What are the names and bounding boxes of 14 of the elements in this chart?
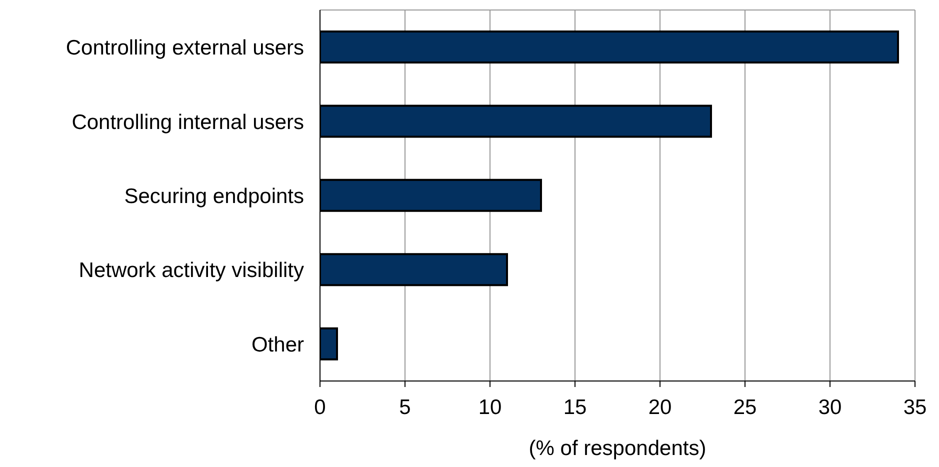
y-tick-label: Network activity visibility — [78, 259, 304, 282]
y-tick-label: Securing endpoints — [124, 184, 304, 208]
y-tick-label: Controlling external users — [66, 36, 304, 60]
y-tick-label: Other — [251, 333, 304, 356]
x-tick-label: 5 — [399, 396, 411, 419]
x-tick-label: 20 — [648, 396, 672, 419]
x-tick-label: 30 — [818, 396, 842, 419]
x-tick-label: 35 — [903, 396, 927, 419]
x-tick-label: 0 — [314, 396, 326, 419]
x-tick-label: 10 — [478, 396, 502, 419]
x-tick-label: 25 — [733, 396, 757, 419]
y-tick-label: Controlling internal users — [72, 110, 304, 134]
x-axis-title: (% of respondents) — [528, 437, 706, 460]
x-tick-label: 15 — [563, 396, 587, 419]
